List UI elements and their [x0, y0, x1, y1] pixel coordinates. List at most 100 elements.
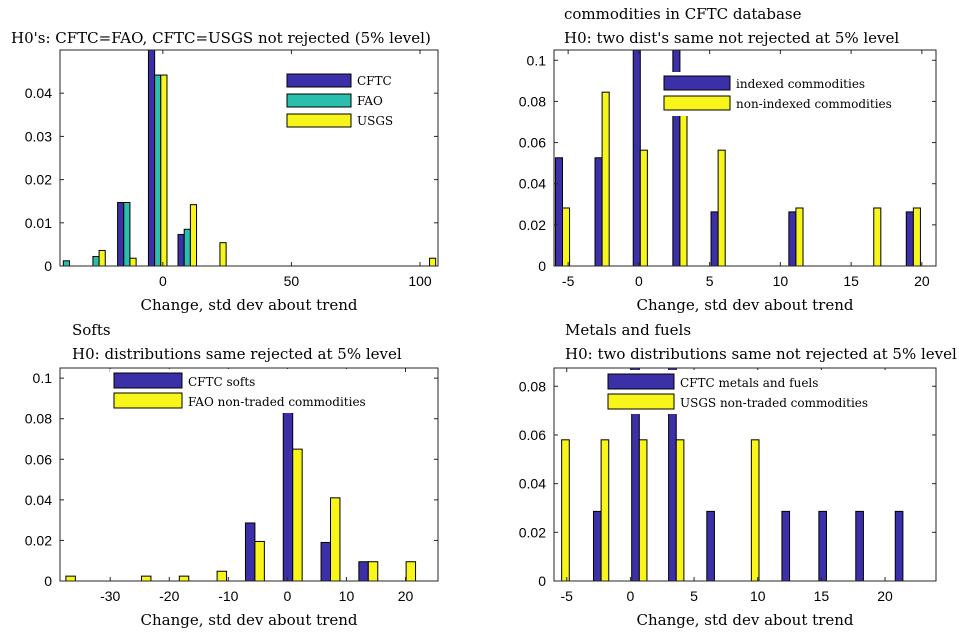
axes-frame: [59, 49, 439, 267]
y-tick-label: 0.03: [25, 128, 52, 144]
x-tick-label: 20: [877, 588, 893, 604]
x-tick-label: 10: [750, 588, 766, 604]
y-tick-label: 0.02: [519, 217, 546, 233]
legend-label-3: USGS: [357, 114, 393, 128]
x-tick-label: -5: [561, 588, 574, 604]
y-tick-label: 0.08: [25, 411, 52, 427]
bar-usgs-5: [219, 242, 227, 266]
legend: CFTC metals and fuels USGS non-traded com…: [604, 370, 894, 414]
bar-fao-non-traded-commodities-7: [330, 497, 341, 581]
bars-group: [65, 377, 417, 581]
bar-cftc-4: [177, 233, 185, 266]
chart-title-line-1: Softs: [72, 321, 111, 339]
bar-fao-2: [123, 201, 131, 266]
bar-cftc-metals-and-fuels-9: [894, 510, 904, 581]
y-tick-label: 0.04: [519, 476, 546, 492]
bar-non-indexed-commodities-6: [795, 207, 804, 266]
y-tick-label: 0: [538, 258, 546, 274]
chart-title-line-2: H0: two dist's same not rejected at 5% l…: [564, 29, 899, 47]
legend-swatch-2: [113, 392, 183, 409]
chart-title-line-1: H0's: CFTC=FAO, CFTC=USGS not rejected (…: [11, 29, 431, 47]
bar-fao-4: [183, 228, 191, 266]
bar-cftc-metals-and-fuels-1: [592, 510, 602, 581]
x-tick-label: -30: [100, 588, 120, 604]
x-tick-label: 10: [773, 273, 789, 289]
x-axis-label: Change, std dev about trend: [637, 296, 854, 314]
bar-indexed-commodities-9: [905, 211, 914, 266]
legend-label-2: FAO: [357, 94, 383, 108]
chart-panel-4: -5 0 5 10 15 20 0 0.02 0.04 0.06 0.08 Change, std d…: [519, 321, 957, 629]
bar-fao-1: [92, 255, 100, 266]
x-axis-label: Change, std dev about trend: [141, 296, 358, 314]
x-axis-label: Change, std dev about trend: [637, 611, 854, 629]
bar-fao-non-traded-commodities-5: [254, 540, 265, 581]
bars-group: [561, 368, 904, 581]
bar-usgs-3: [160, 74, 168, 266]
chart-title-line-1: Metals and fuels: [565, 321, 691, 339]
bar-fao-non-traded-commodities-2: [141, 575, 152, 581]
legend-label-1: CFTC metals and fuels: [680, 376, 818, 390]
bar-cftc-softs-8: [358, 561, 369, 581]
bar-indexed-commodities-4: [710, 211, 719, 266]
bar-fao-3: [154, 74, 162, 266]
x-tick-label: 20: [914, 273, 930, 289]
bar-non-indexed-commodities-2: [639, 149, 648, 266]
chart-panel-2: -5 0 5 10 15 20 0 0.02 0.04 0.06 0.08 0.1 Change, st…: [519, 5, 937, 314]
bar-usgs-non-traded-commodities-1: [600, 439, 610, 581]
axes-frame: [553, 367, 937, 582]
y-tick-label: 0.04: [25, 85, 52, 101]
bar-usgs-1: [98, 249, 106, 266]
bar-indexed-commodities-1: [594, 157, 603, 266]
bar-cftc-softs-7: [320, 541, 332, 581]
y-tick-label: 0.08: [519, 93, 546, 109]
y-tick-label: 0.02: [25, 532, 52, 548]
x-tick-label: 5: [706, 273, 714, 289]
bar-fao-non-traded-commodities-0: [65, 575, 76, 581]
bar-usgs-12: [429, 257, 437, 266]
legend-swatch-2: [663, 95, 731, 111]
bar-indexed-commodities-0: [554, 157, 563, 266]
bar-usgs-non-traded-commodities-2: [638, 439, 648, 581]
bar-fao-0: [62, 260, 71, 266]
x-tick-label: 5: [690, 588, 698, 604]
axes-frame: [59, 367, 439, 582]
legend-label-2: FAO non-traded commodities: [188, 395, 366, 409]
bars-group: [62, 50, 437, 266]
y-tick-label: 0: [44, 573, 52, 589]
x-tick-label: 0: [159, 273, 167, 289]
x-tick-label: -10: [218, 588, 238, 604]
x-tick-label: 10: [339, 588, 355, 604]
legend-label-2: non-indexed commodities: [736, 97, 892, 111]
bar-cftc-2: [117, 201, 125, 266]
legend-swatch-2: [286, 93, 352, 108]
bar-usgs-non-traded-commodities-5: [750, 439, 760, 581]
legend-swatch-3: [286, 113, 352, 128]
y-tick-label: 0.02: [25, 172, 52, 188]
y-tick-label: 0.1: [33, 370, 53, 386]
legend-label-2: USGS non-traded commodities: [680, 396, 868, 410]
y-tick-label: 0.06: [519, 427, 546, 443]
x-tick-label: -20: [159, 588, 179, 604]
x-tick-label: 0: [627, 588, 635, 604]
bar-cftc-metals-and-fuels-7: [818, 510, 827, 581]
bar-usgs-4: [189, 204, 198, 266]
bar-indexed-commodities-6: [788, 211, 797, 266]
y-tick-label: 0.08: [519, 378, 546, 394]
bar-non-indexed-commodities-0: [561, 207, 571, 266]
x-tick-label: 15: [843, 273, 859, 289]
x-tick-label: 0: [283, 588, 291, 604]
y-tick-label: 0.1: [527, 52, 547, 68]
x-tick-label: 0: [635, 273, 643, 289]
bar-usgs-2: [129, 257, 137, 266]
bar-indexed-commodities-2: [632, 50, 641, 266]
legend-label-1: indexed commodities: [736, 77, 865, 91]
legend-label-1: CFTC: [357, 74, 392, 88]
legend-swatch-1: [286, 73, 352, 88]
bar-fao-non-traded-commodities-9: [405, 561, 417, 581]
bar-cftc-metals-and-fuels-4: [706, 510, 715, 581]
y-tick-label: 0.06: [519, 135, 546, 151]
bar-cftc-metals-and-fuels-6: [781, 510, 791, 581]
chart-title-line-2: H0: distributions same rejected at 5% le…: [72, 345, 402, 363]
x-axis-label: Change, std dev about trend: [141, 611, 358, 629]
